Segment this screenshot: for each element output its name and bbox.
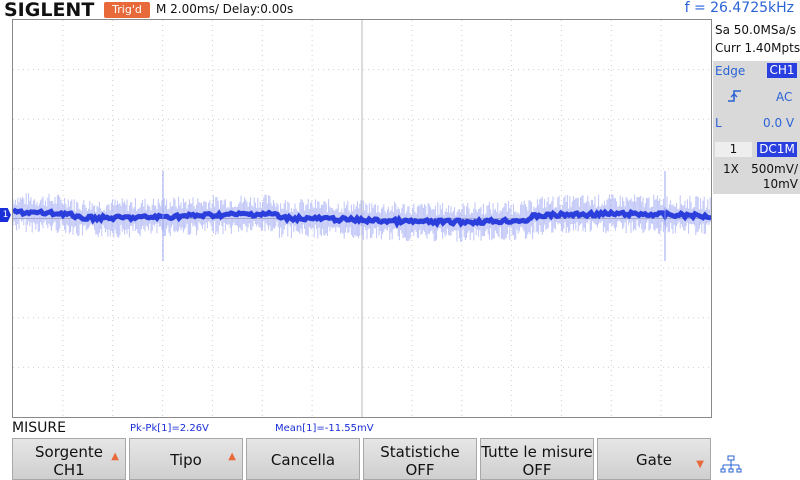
waveform-display	[12, 19, 712, 418]
softkey-label: Tutte le misure	[481, 443, 593, 461]
softkey-label: Cancella	[270, 451, 336, 469]
softkey-gate[interactable]: Gate ▼	[597, 438, 711, 480]
softkey-clear[interactable]: Cancella	[246, 438, 360, 480]
timebase-readout: M 2.00ms/ Delay:0.00s	[156, 2, 294, 16]
trigger-type: Edge	[715, 64, 746, 78]
volts-per-div: 500mV/	[751, 162, 798, 176]
softkey-all-measurements[interactable]: Tutte le misure OFF	[480, 438, 594, 480]
trigger-status-badge: Trig'd	[104, 2, 150, 18]
measurement-mean: Mean[1]=-11.55mV	[275, 423, 374, 434]
status-bar: SIGLENT Trig'd M 2.00ms/ Delay:0.00s f =…	[0, 0, 800, 21]
arrow-up-icon: ▲	[111, 451, 119, 462]
softkey-label: Tipo	[170, 451, 202, 469]
brand-logo: SIGLENT	[4, 0, 95, 21]
arrow-down-icon: ▼	[696, 459, 704, 470]
softkey-type[interactable]: Tipo ▲	[129, 438, 243, 480]
frequency-readout: f = 26.4725kHz	[684, 0, 794, 16]
channel1-trace	[13, 207, 711, 229]
channel-offset: 10mV	[762, 177, 798, 191]
trigger-settings[interactable]: Edge CH1 AC L 0.0 V	[713, 61, 800, 153]
trigger-source: CH1	[767, 63, 797, 78]
measurement-bar: MISURE Pk-Pk[1]=2.26V Mean[1]=-11.55mV	[0, 418, 800, 437]
softkey-statistics[interactable]: Statistiche OFF	[363, 438, 477, 480]
softkey-value: OFF	[405, 461, 435, 479]
softkey-source[interactable]: Sorgente CH1 ▲	[12, 438, 126, 480]
waveform-grid	[13, 20, 711, 417]
softkey-label: Gate	[636, 451, 672, 469]
arrow-up-icon: ▲	[228, 451, 236, 462]
softkey-value: OFF	[522, 461, 552, 479]
rising-edge-icon	[728, 90, 741, 102]
sample-rate: Sa 50.0MSa/s	[715, 23, 797, 37]
softkey-value: CH1	[53, 461, 85, 479]
channel1-offset-marker[interactable]: 1	[0, 208, 11, 222]
measurement-pkpk: Pk-Pk[1]=2.26V	[130, 423, 209, 434]
softkey-label: Sorgente	[35, 443, 103, 461]
channel-number: 1	[715, 142, 752, 157]
trigger-level-value: 0.0 V	[763, 116, 795, 130]
info-panel: Sa 50.0MSa/s Curr 1.40Mpts Edge CH1 AC L…	[713, 19, 800, 194]
memory-depth: Curr 1.40Mpts	[715, 41, 800, 55]
softkey-label: Statistiche	[380, 443, 460, 461]
trigger-coupling: AC	[776, 90, 793, 104]
network-icon	[720, 455, 742, 473]
channel1-settings[interactable]: 1 DC1M 1X 500mV/ 10mV	[713, 140, 800, 194]
menu-title: MISURE	[12, 420, 66, 436]
trigger-level-label: L	[715, 116, 722, 130]
softkey-bar: Sorgente CH1 ▲ Tipo ▲ Cancella Statistic…	[0, 437, 800, 480]
probe-attenuation: 1X	[723, 162, 739, 176]
channel-coupling: DC1M	[757, 142, 797, 157]
